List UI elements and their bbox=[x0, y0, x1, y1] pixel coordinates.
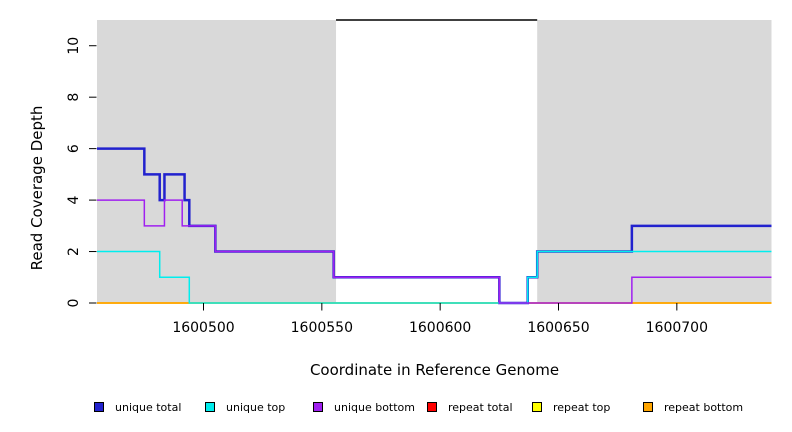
unique-top-swatch-icon bbox=[205, 402, 215, 412]
repeat-top-swatch-icon bbox=[532, 402, 542, 412]
y-axis-tick-label: 8 bbox=[66, 93, 82, 102]
x-axis-title: Coordinate in Reference Genome bbox=[309, 361, 560, 379]
legend-entry-repeat-total: repeat total bbox=[427, 399, 513, 415]
x-axis-tick-label: 1600600 bbox=[409, 320, 471, 336]
legend-entry-unique-bottom: unique bottom bbox=[313, 399, 415, 415]
y-axis-tick-label: 0 bbox=[66, 299, 82, 308]
legend-entry-repeat-top: repeat top bbox=[532, 399, 610, 415]
x-axis-tick-label: 1600550 bbox=[291, 320, 353, 336]
unique-region-shading bbox=[537, 20, 772, 303]
legend-label: unique total bbox=[115, 400, 182, 414]
x-axis-tick-label: 1600650 bbox=[527, 320, 589, 336]
legend-entry-unique-top: unique top bbox=[205, 399, 285, 415]
repeat-bottom-swatch-icon bbox=[643, 402, 653, 412]
legend-entry-repeat-bottom: repeat bottom bbox=[643, 399, 743, 415]
y-axis-tick-label: 4 bbox=[66, 196, 82, 205]
y-axis-title: Read Coverage Depth bbox=[28, 105, 46, 271]
unique-total-swatch-icon bbox=[94, 402, 104, 412]
x-axis-tick-label: 1600700 bbox=[646, 320, 708, 336]
series-line-unique-bottom bbox=[97, 199, 772, 304]
y-axis-tick-label: 2 bbox=[66, 247, 82, 256]
legend-label: unique top bbox=[226, 400, 286, 414]
y-axis-tick-label: 6 bbox=[66, 144, 82, 153]
x-axis-tick-label: 1600500 bbox=[172, 320, 234, 336]
y-axis-tick-label: 10 bbox=[66, 37, 82, 55]
unique-bottom-swatch-icon bbox=[313, 402, 323, 412]
legend: unique total unique top unique bottom repea… bbox=[0, 399, 792, 419]
series-line-unique-top bbox=[97, 250, 772, 304]
legend-entry-unique-total: unique total bbox=[94, 399, 181, 415]
legend-label: repeat top bbox=[553, 400, 611, 414]
legend-label: repeat total bbox=[448, 400, 513, 414]
legend-label: repeat bottom bbox=[664, 400, 744, 414]
unique-region-shading bbox=[97, 20, 337, 303]
legend-label: unique bottom bbox=[334, 400, 416, 414]
repeat-total-swatch-icon bbox=[427, 402, 437, 412]
